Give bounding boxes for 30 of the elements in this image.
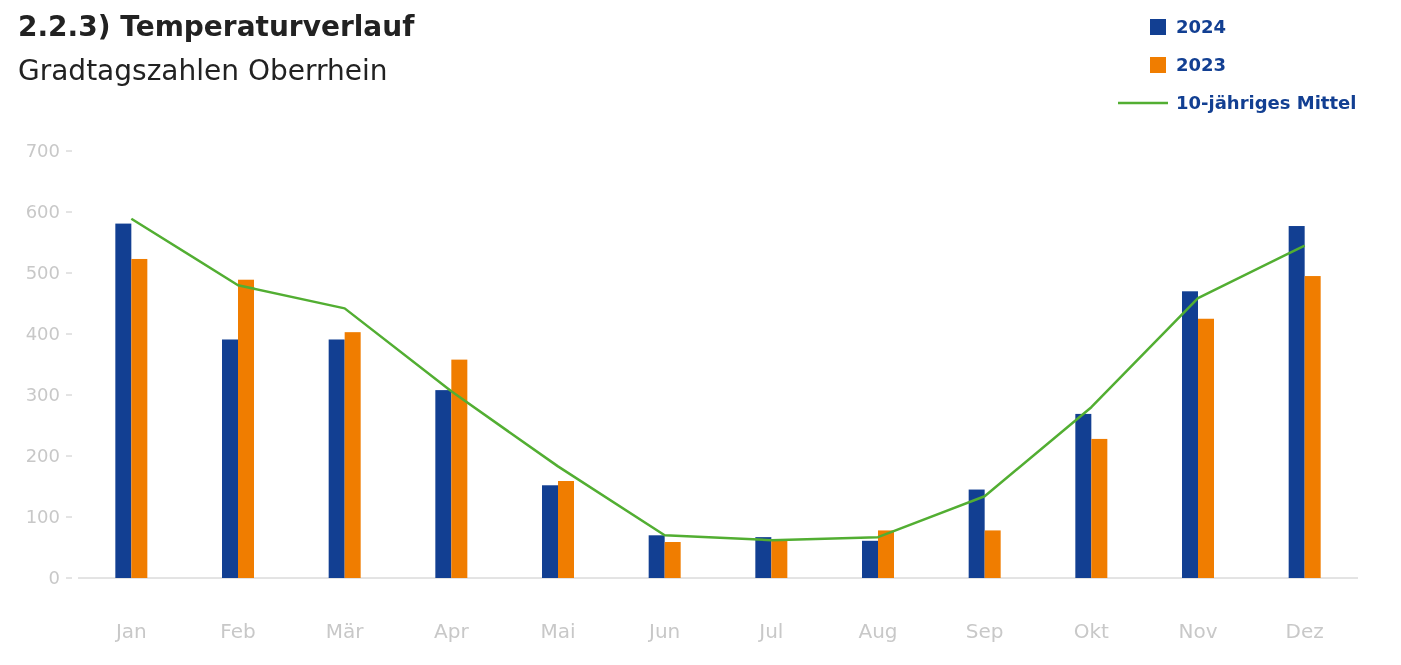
bar xyxy=(222,339,238,578)
bar xyxy=(238,279,254,578)
bar xyxy=(878,530,894,578)
bar xyxy=(328,339,345,578)
bar xyxy=(1198,318,1214,578)
bar xyxy=(435,390,452,578)
bar xyxy=(1288,226,1305,578)
bar xyxy=(558,481,574,578)
bar xyxy=(115,223,132,578)
chart-title: 2.2.3) Temperaturverlauf xyxy=(18,10,416,43)
bar xyxy=(1091,438,1108,578)
bar xyxy=(1182,291,1198,578)
bar xyxy=(755,537,772,578)
bar xyxy=(1304,276,1321,578)
bar xyxy=(968,489,985,578)
bar xyxy=(648,535,665,578)
bar xyxy=(1075,413,1092,578)
bar xyxy=(862,540,878,578)
bar xyxy=(542,485,558,578)
bar xyxy=(344,332,361,578)
bar xyxy=(664,542,681,578)
line-series xyxy=(130,217,1306,542)
legend-label: 2024 xyxy=(1176,16,1227,38)
bar xyxy=(451,359,468,578)
bar xyxy=(771,540,788,578)
bar xyxy=(131,258,148,578)
legend-label: 2023 xyxy=(1176,54,1227,76)
bar xyxy=(984,530,1001,578)
legend-label: 10-jähriges Mittel xyxy=(1176,92,1357,114)
chart-subtitle: Gradtagszahlen Oberrhein xyxy=(18,54,388,87)
